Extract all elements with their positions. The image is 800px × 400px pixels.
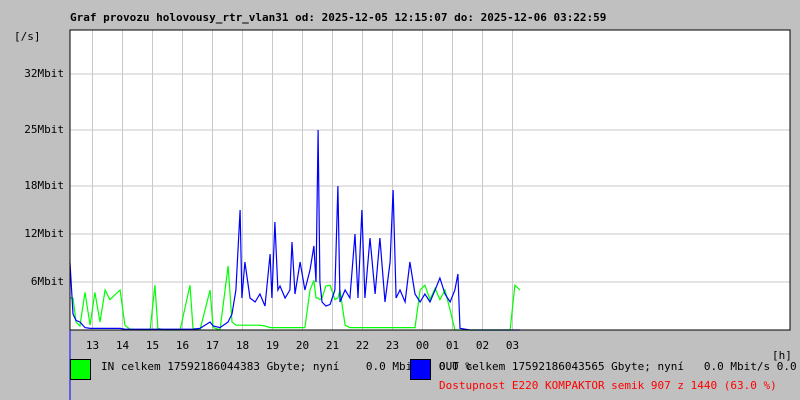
x-tick-label: 21 bbox=[326, 339, 339, 352]
x-tick-label: 03 bbox=[506, 339, 519, 352]
x-tick-label: 22 bbox=[356, 339, 369, 352]
chart-title: Graf provozu holovousy_rtr_vlan31 od: 20… bbox=[70, 11, 606, 24]
x-axis-label: [h] bbox=[772, 349, 792, 362]
legend: IN celkem 17592186044383 Gbyte; nyní 0.0… bbox=[70, 359, 800, 380]
x-tick-label: 20 bbox=[296, 339, 309, 352]
x-tick-label: 15 bbox=[146, 339, 159, 352]
x-tick-label: 00 bbox=[416, 339, 429, 352]
plot-area bbox=[70, 30, 790, 330]
y-axis-label: [/s] bbox=[14, 30, 41, 43]
y-tick-label: 12Mbit bbox=[24, 227, 64, 240]
x-tick-label: 13 bbox=[86, 339, 99, 352]
x-tick-label: 01 bbox=[446, 339, 459, 352]
plot-border bbox=[69, 29, 791, 331]
x-tick-label: 14 bbox=[116, 339, 130, 352]
x-tick-label: 16 bbox=[176, 339, 189, 352]
grid bbox=[70, 30, 790, 330]
series-line bbox=[69, 129, 520, 331]
x-tick-label: 23 bbox=[386, 339, 399, 352]
y-tick-label: 25Mbit bbox=[24, 123, 64, 136]
y-tick-label: 18Mbit bbox=[24, 179, 64, 192]
x-tick-label: 19 bbox=[266, 339, 279, 352]
legend-label: IN celkem 17592186044383 Gbyte; nyní 0.0… bbox=[101, 360, 472, 373]
legend-label: OUT celkem 17592186043565 Gbyte; nyní 0.… bbox=[439, 360, 800, 373]
availability-note: Dostupnost E220 KOMPAKTOR semik 907 z 14… bbox=[439, 379, 777, 392]
x-tick-label: 17 bbox=[206, 339, 219, 352]
y-tick-label: 6Mbit bbox=[31, 275, 64, 288]
legend-swatch bbox=[70, 359, 91, 380]
x-tick-label: 02 bbox=[476, 339, 489, 352]
legend-swatch bbox=[410, 359, 431, 380]
y-tick-label: 32Mbit bbox=[24, 67, 64, 80]
x-tick-label: 18 bbox=[236, 339, 249, 352]
